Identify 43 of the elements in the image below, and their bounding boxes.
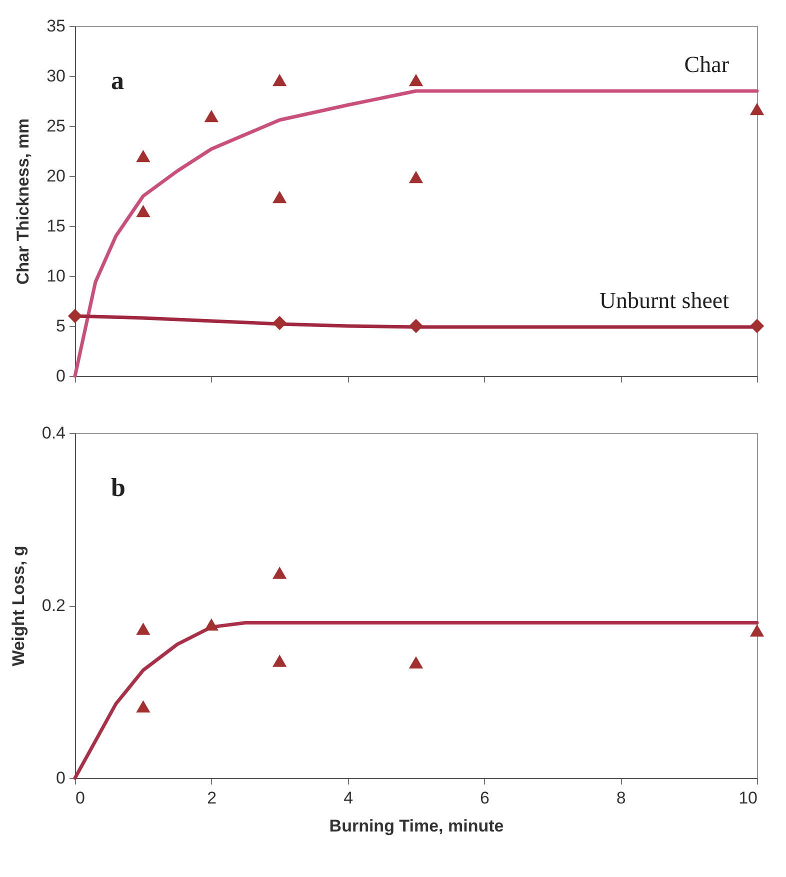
y-tick-label: 35	[46, 16, 66, 36]
y-tick-label: 10	[46, 266, 66, 286]
point	[272, 566, 287, 579]
y-tick-label: 0	[56, 366, 66, 386]
x-axis-title: Burning Time, minute	[329, 816, 504, 836]
y-tick-label: 0.2	[42, 596, 66, 615]
series-label: Unburnt sheet	[599, 288, 730, 313]
y-axis-title: Char Thickness, mm	[14, 118, 33, 285]
x-tick-label: 4	[344, 788, 354, 808]
annotation: b	[111, 473, 126, 502]
point	[408, 656, 424, 669]
point	[68, 308, 82, 324]
x-tick-label: 10	[738, 788, 758, 808]
point	[136, 700, 150, 713]
point	[136, 150, 150, 162]
y-tick-label: 0.4	[42, 424, 66, 442]
series-label: Char	[684, 52, 730, 77]
point	[750, 102, 764, 116]
point	[204, 110, 218, 122]
x-tick-label: 2	[207, 788, 217, 808]
y-tick-label: 0	[56, 768, 66, 788]
y-tick-label: 20	[46, 166, 66, 186]
y-tick-label: 25	[46, 116, 66, 136]
point	[750, 624, 764, 637]
x-tick-label: 8	[616, 788, 626, 808]
y-tick-label: 15	[46, 216, 66, 236]
point	[204, 618, 218, 631]
point	[272, 654, 287, 667]
point	[136, 204, 150, 218]
x-tick-label: 0	[76, 788, 85, 808]
point	[408, 318, 424, 334]
y-axis-title: Weight Loss, g	[8, 546, 28, 666]
y-tick-label: 30	[46, 66, 66, 86]
x-tick-label: 6	[480, 788, 490, 808]
point	[408, 74, 424, 86]
point	[136, 622, 150, 635]
point	[272, 316, 287, 330]
point	[272, 190, 287, 204]
annotation: a	[111, 66, 124, 95]
point	[408, 170, 424, 184]
point	[750, 318, 764, 334]
point	[272, 74, 287, 86]
y-tick-label: 5	[56, 316, 66, 336]
